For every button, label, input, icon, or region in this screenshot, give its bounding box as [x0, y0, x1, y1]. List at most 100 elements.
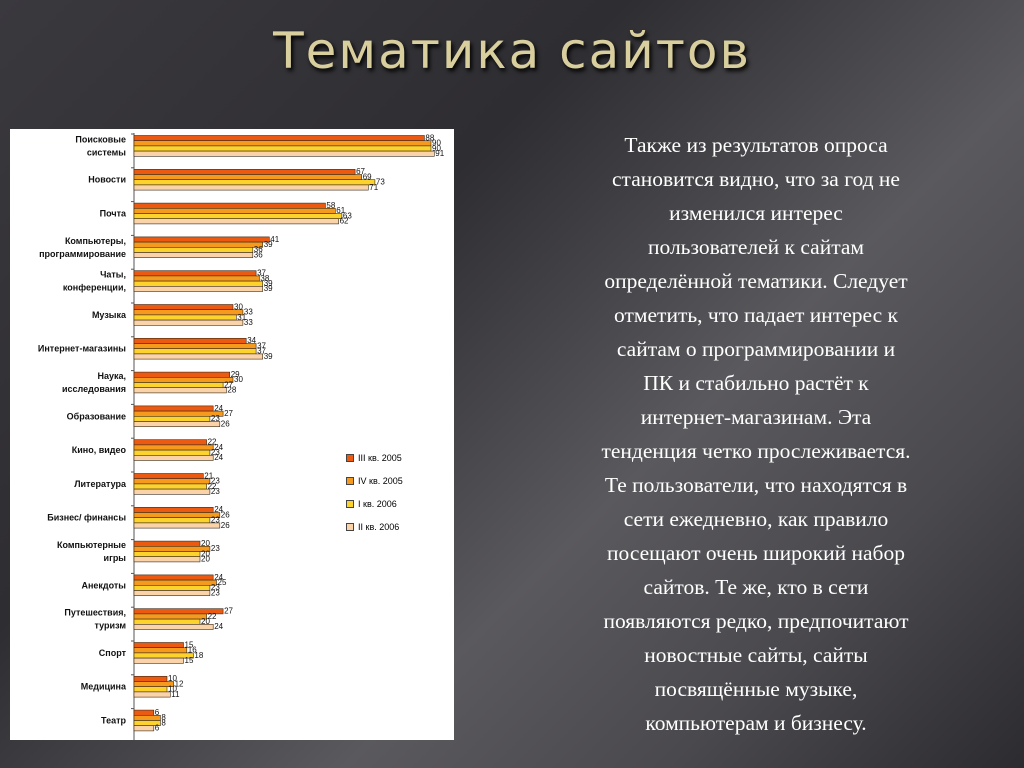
bar [133, 545, 211, 552]
legend-label: III кв. 2005 [358, 452, 402, 463]
data-label: 39 [264, 279, 273, 288]
data-label: 20 [201, 555, 210, 564]
bar [133, 252, 254, 258]
legend-item: IV кв. 2005 [346, 469, 403, 492]
data-label: 18 [194, 651, 203, 660]
legend-label: II кв. 2006 [358, 521, 400, 532]
bar [133, 275, 260, 282]
bar [133, 540, 201, 547]
data-label: 25 [218, 578, 227, 587]
data-label: 38 [260, 274, 269, 283]
bar [133, 613, 207, 620]
bar [133, 405, 214, 412]
bar [133, 444, 214, 451]
data-label: 23 [211, 588, 220, 597]
bar [133, 343, 257, 349]
category-label: Компьютерные игры [57, 540, 126, 563]
bar [133, 174, 362, 180]
bar [133, 338, 247, 344]
bar [133, 202, 326, 209]
data-label: 90 [432, 139, 441, 148]
data-label: 6 [155, 724, 160, 733]
data-label: 23 [211, 477, 220, 486]
bar [133, 522, 221, 529]
data-label: 22 [208, 438, 217, 447]
bar [133, 410, 224, 417]
data-label: 37 [257, 347, 266, 356]
data-label: 73 [376, 178, 385, 187]
bar [133, 415, 211, 422]
data-label: 6 [155, 708, 160, 717]
legend-label: I кв. 2006 [358, 498, 397, 509]
bar [133, 454, 214, 461]
bar [133, 270, 257, 277]
bar [133, 387, 227, 394]
data-label: 29 [231, 370, 240, 379]
data-label: 39 [264, 352, 273, 361]
bar [133, 551, 201, 557]
bar [133, 247, 254, 253]
data-label: 33 [244, 318, 253, 327]
data-label: 10 [168, 674, 177, 683]
bar [133, 618, 201, 625]
data-label: 24 [214, 622, 223, 631]
bar [133, 377, 234, 383]
bar-chart: Поисковые системы88909091Новости67697371П… [38, 133, 445, 740]
bar [133, 714, 161, 721]
bar [133, 579, 217, 586]
data-label: 30 [234, 375, 243, 384]
data-label: 8 [161, 713, 166, 722]
category-label: Медицина [81, 682, 127, 692]
bar [133, 145, 432, 152]
category-label: Кино, видео [72, 445, 127, 455]
data-label: 62 [340, 217, 349, 226]
data-label: 24 [214, 573, 223, 582]
category-label: Интернет-магазины [38, 344, 126, 354]
bar [133, 168, 356, 175]
data-label: 20 [201, 617, 210, 626]
data-label: 15 [185, 656, 194, 665]
bar [133, 179, 376, 186]
data-label: 10 [168, 685, 177, 694]
bar [133, 135, 425, 141]
bar [133, 647, 188, 654]
bar [133, 488, 211, 495]
category-label: Образование [67, 411, 126, 421]
data-label: 27 [224, 409, 233, 418]
data-label: 28 [227, 386, 236, 395]
category-label: Литература [74, 479, 127, 489]
legend-swatch [346, 499, 354, 508]
data-label: 23 [211, 487, 220, 496]
data-label: 58 [326, 201, 335, 210]
legend-swatch [346, 476, 354, 485]
data-label: 71 [369, 183, 378, 192]
bar [133, 213, 343, 219]
bar [133, 319, 244, 326]
data-label: 91 [435, 149, 444, 158]
data-label: 26 [221, 510, 230, 519]
bar [133, 304, 234, 310]
bar [133, 584, 211, 591]
legend-item: III кв. 2005 [346, 446, 403, 469]
data-label: 11 [171, 690, 180, 699]
data-label: 24 [214, 443, 223, 452]
category-label: Спорт [99, 648, 127, 658]
bar [133, 218, 339, 225]
data-label: 16 [188, 646, 197, 655]
legend-label: IV кв. 2005 [358, 475, 403, 486]
bar [133, 590, 211, 596]
legend-item: II кв. 2006 [346, 515, 403, 538]
data-label: 67 [356, 167, 365, 176]
data-label: 26 [221, 521, 230, 530]
legend-swatch [346, 522, 354, 531]
data-label: 37 [257, 341, 266, 350]
data-label: 23 [211, 583, 220, 592]
bar [133, 208, 336, 214]
bar [133, 556, 201, 563]
data-label: 61 [336, 206, 345, 215]
data-label: 23 [211, 414, 220, 423]
data-label: 12 [175, 679, 184, 688]
bar [133, 473, 204, 479]
legend-swatch [346, 453, 354, 462]
bar [133, 184, 369, 191]
